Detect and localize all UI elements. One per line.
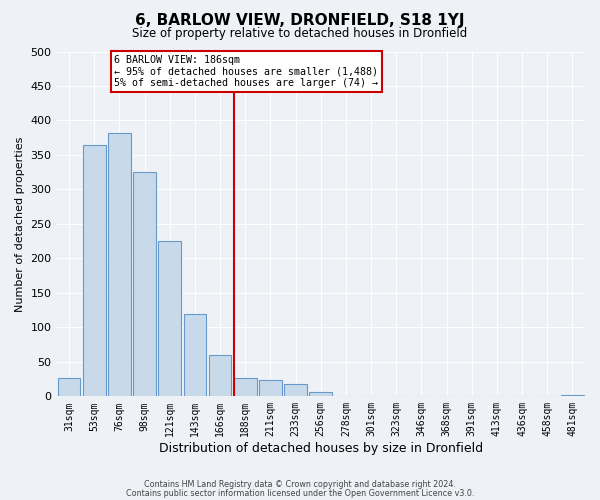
Bar <box>133 172 156 396</box>
Y-axis label: Number of detached properties: Number of detached properties <box>15 136 25 312</box>
Bar <box>310 392 332 396</box>
Bar <box>184 314 206 396</box>
Bar <box>561 395 584 396</box>
Text: 6 BARLOW VIEW: 186sqm
← 95% of detached houses are smaller (1,488)
5% of semi-de: 6 BARLOW VIEW: 186sqm ← 95% of detached … <box>115 55 379 88</box>
Bar <box>234 378 257 396</box>
Text: Contains HM Land Registry data © Crown copyright and database right 2024.: Contains HM Land Registry data © Crown c… <box>144 480 456 489</box>
Text: Contains public sector information licensed under the Open Government Licence v3: Contains public sector information licen… <box>126 488 474 498</box>
X-axis label: Distribution of detached houses by size in Dronfield: Distribution of detached houses by size … <box>159 442 483 455</box>
Bar <box>284 384 307 396</box>
Text: 6, BARLOW VIEW, DRONFIELD, S18 1YJ: 6, BARLOW VIEW, DRONFIELD, S18 1YJ <box>135 12 465 28</box>
Text: Size of property relative to detached houses in Dronfield: Size of property relative to detached ho… <box>133 28 467 40</box>
Bar <box>108 133 131 396</box>
Bar <box>259 380 282 396</box>
Bar <box>158 241 181 396</box>
Bar <box>209 355 232 397</box>
Bar <box>83 144 106 396</box>
Bar <box>58 378 80 396</box>
